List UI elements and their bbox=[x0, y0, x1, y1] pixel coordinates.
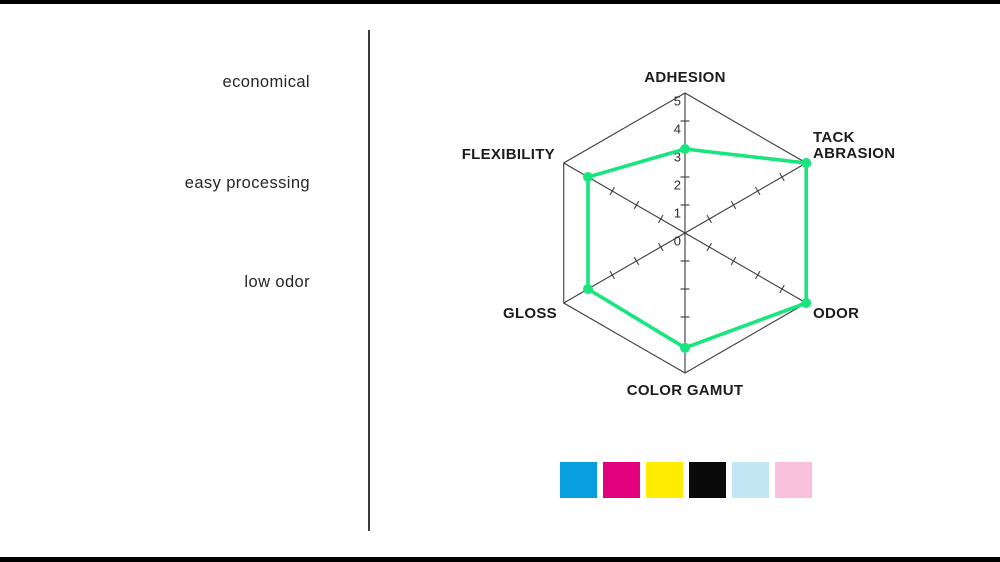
radar-axis-line bbox=[684, 162, 807, 234]
radar-scale-label: 4 bbox=[674, 122, 681, 137]
radar-series-point bbox=[801, 158, 812, 168]
radar-series-point bbox=[583, 172, 594, 182]
radar-scale-label: 0 bbox=[674, 234, 681, 249]
bottom-letterbox-bar bbox=[0, 557, 1000, 562]
radar-scale-label: 5 bbox=[674, 94, 681, 109]
radar-axis-line bbox=[563, 162, 686, 234]
ink-swatch-row bbox=[560, 462, 812, 498]
slide-label-economical: economical bbox=[222, 73, 310, 91]
radar-tick-mark bbox=[658, 242, 664, 252]
axis-label-odor: ODOR bbox=[813, 305, 860, 322]
radar-tick-mark bbox=[609, 270, 615, 280]
radar-scale-label: 1 bbox=[674, 206, 681, 221]
radar-tick-mark bbox=[755, 186, 761, 196]
top-letterbox-bar bbox=[0, 0, 1000, 4]
radar-tick-mark bbox=[755, 270, 761, 280]
radar-tick-mark bbox=[658, 214, 664, 224]
color-swatch-light-pink bbox=[775, 462, 812, 498]
radar-tick-mark bbox=[706, 242, 712, 252]
vertical-divider bbox=[368, 30, 370, 531]
radar-tick-mark bbox=[633, 200, 640, 210]
color-swatch-magenta bbox=[603, 462, 640, 498]
color-swatch-light-cyan bbox=[732, 462, 769, 498]
radar-series-point bbox=[680, 144, 690, 154]
radar-tick-mark bbox=[633, 256, 640, 266]
slide-label-low-odor: low odor bbox=[244, 273, 310, 291]
axis-label-tack-abrasion: TACK ABRASION bbox=[813, 129, 896, 162]
axis-label-flexibility: FLEXIBILITY bbox=[461, 146, 555, 163]
slide-label-easy-processing: easy processing bbox=[184, 174, 310, 192]
radar-scale-label: 3 bbox=[674, 150, 681, 165]
axis-label-gloss: GLOSS bbox=[502, 305, 557, 322]
radar-tick-mark bbox=[609, 186, 615, 196]
radar-series-point bbox=[583, 284, 594, 294]
radar-tick-mark bbox=[779, 284, 785, 294]
radar-scale-label: 2 bbox=[674, 178, 681, 193]
radar-axis-line bbox=[684, 232, 807, 304]
color-swatch-cyan bbox=[560, 462, 597, 498]
color-swatch-black bbox=[689, 462, 726, 498]
radar-series-point bbox=[680, 342, 690, 353]
radar-series-polygon bbox=[586, 147, 809, 350]
radar-tick-mark bbox=[706, 214, 712, 224]
radar-tick-mark bbox=[730, 256, 737, 266]
radar-series-point bbox=[801, 298, 812, 308]
color-swatch-yellow bbox=[646, 462, 683, 498]
radar-tick-mark bbox=[730, 200, 737, 210]
radar-axis-line bbox=[563, 232, 686, 304]
axis-label-adhesion: ADHESION bbox=[644, 69, 726, 86]
axis-label-color-gamut: COLOR GAMUT bbox=[626, 382, 744, 399]
radar-tick-mark bbox=[779, 172, 785, 182]
